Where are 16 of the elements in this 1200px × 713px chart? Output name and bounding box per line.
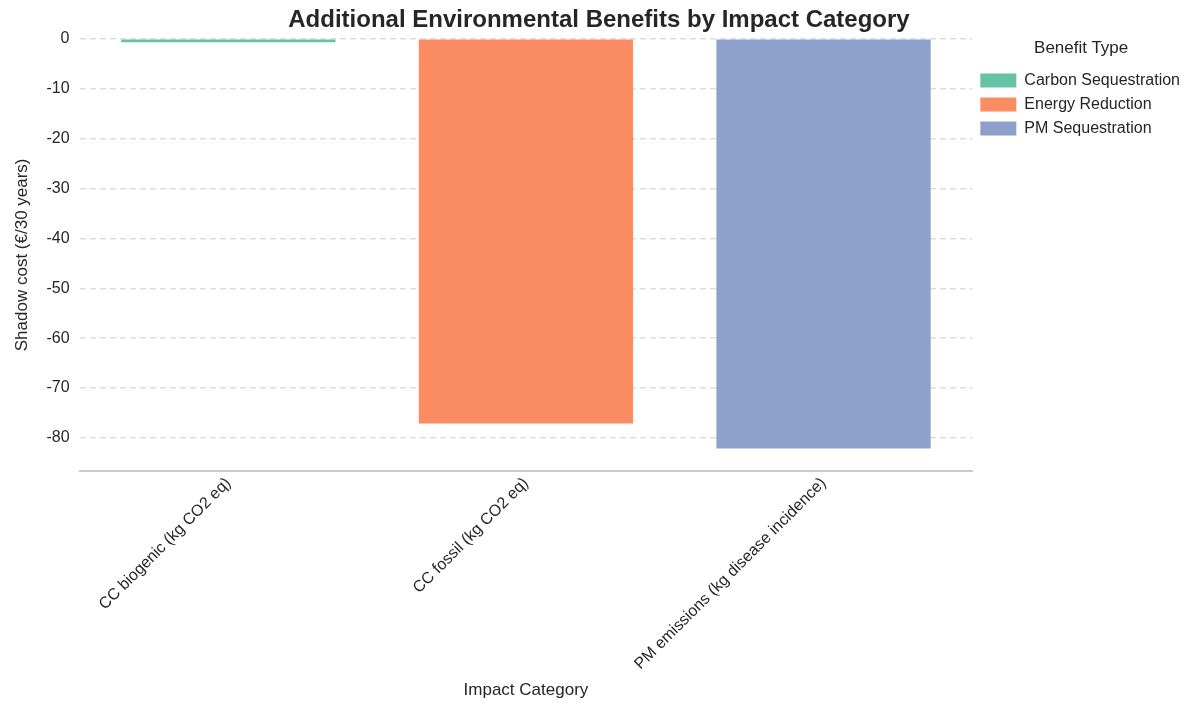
y-tick-label: -70	[46, 378, 70, 396]
y-tick-label: -80	[46, 428, 70, 446]
legend-label: Carbon Sequestration	[1024, 70, 1180, 88]
y-tick-label: -60	[46, 328, 70, 346]
y-tick-label: -20	[46, 129, 70, 146]
y-tick-label: -30	[46, 178, 70, 196]
y-tick-label: -40	[46, 228, 70, 246]
y-tick-label: -50	[46, 278, 70, 296]
legend-label: PM Sequestration	[1024, 118, 1152, 136]
legend-title: Benefit Type	[1034, 38, 1129, 58]
chart-title: Additional Environmental Benefits by Impact Category	[288, 5, 911, 33]
y-tick-label: 0	[60, 29, 70, 47]
x-axis-title: Impact Category	[463, 680, 589, 700]
legend-label: Energy Reduction	[1024, 94, 1152, 112]
y-tick-label: -10	[46, 79, 70, 97]
y-axis-title: Shadow cost (€/30 years)	[11, 158, 31, 352]
